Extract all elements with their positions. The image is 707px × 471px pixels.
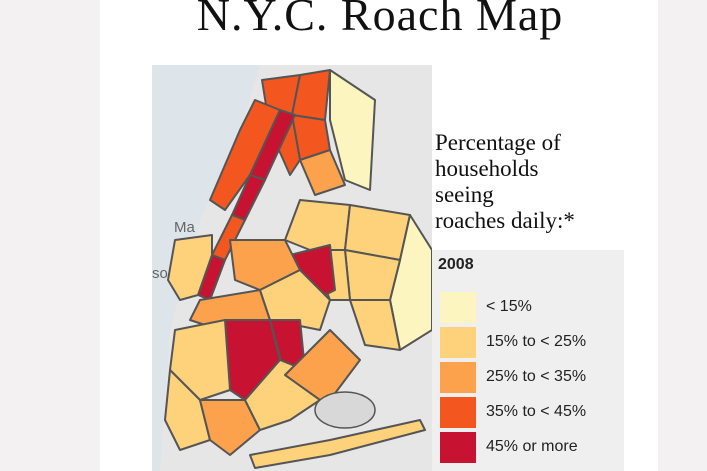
- legend-item: < 15%: [440, 292, 624, 325]
- district: [167, 234, 213, 301]
- legend-swatch: [440, 397, 476, 428]
- legend-label: < 15%: [486, 298, 532, 315]
- district: [169, 319, 231, 401]
- district: [249, 419, 426, 469]
- legend-item: 35% to < 45%: [440, 397, 624, 430]
- legend-label: 45% or more: [486, 438, 578, 455]
- district: [164, 369, 211, 451]
- district: [259, 269, 331, 331]
- legend-item: 15% to < 25%: [440, 327, 624, 360]
- legend-swatch: [440, 292, 476, 323]
- legend-label: 25% to < 35%: [486, 368, 587, 385]
- districts: [164, 69, 432, 469]
- district: [329, 69, 376, 191]
- water: [152, 65, 260, 471]
- caption-line: households: [435, 156, 539, 181]
- legend: 2008 < 15% 15% to < 25% 25% to < 35% 35% to…: [432, 250, 624, 471]
- district: [299, 149, 346, 196]
- title: N.Y.C. Roach Map: [196, 0, 564, 40]
- district: [284, 329, 361, 401]
- district: [349, 299, 401, 351]
- map-label: Ma: [174, 219, 195, 236]
- district: [344, 249, 401, 301]
- legend-swatch: [440, 432, 476, 463]
- legend-swatch: [440, 362, 476, 393]
- legend-title: 2008: [438, 256, 474, 273]
- caption-line: Percentage of: [435, 130, 561, 155]
- map: Ma son: [152, 65, 432, 471]
- legend-item: 45% or more: [440, 432, 624, 465]
- district: [199, 399, 261, 456]
- legend-label: 35% to < 45%: [486, 403, 587, 420]
- caption: Percentage of households seeing roaches dai…: [435, 130, 575, 234]
- legend-label: 15% to < 25%: [486, 333, 587, 350]
- legend-swatch: [440, 327, 476, 358]
- caption-line: seeing: [435, 182, 494, 207]
- legend-item: 25% to < 35%: [440, 362, 624, 395]
- jamaica-bay: [314, 391, 376, 429]
- caption-line: roaches daily:*: [435, 208, 575, 233]
